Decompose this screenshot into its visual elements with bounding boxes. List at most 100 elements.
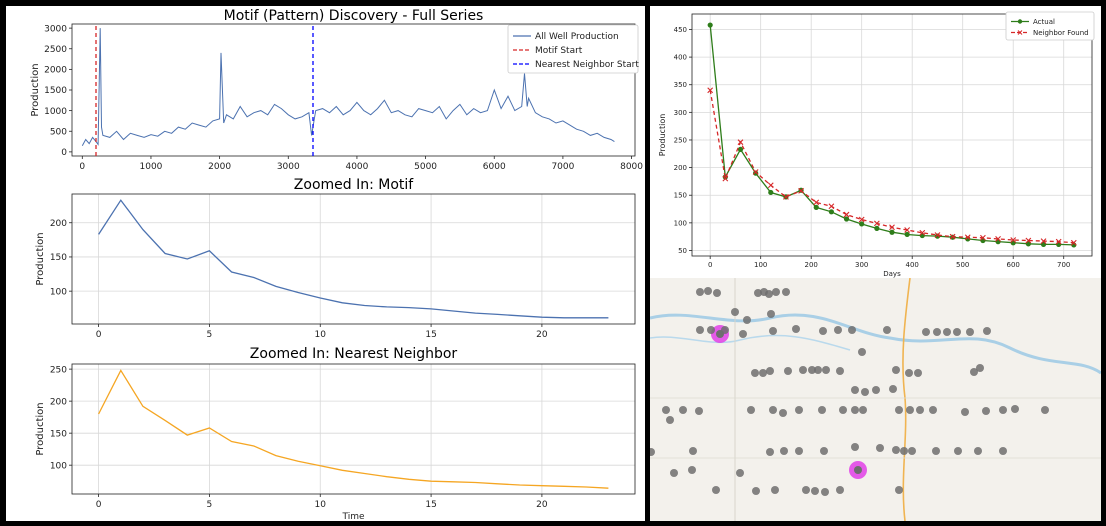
well-marker — [779, 409, 787, 417]
well-marker — [916, 406, 924, 414]
x-tick-label: 7000 — [551, 162, 574, 172]
y-tick-label: 100 — [50, 287, 67, 297]
data-point — [843, 216, 850, 222]
x-tick-label: 500 — [956, 261, 969, 269]
y-tick-label: 250 — [50, 365, 67, 375]
well-marker — [1041, 406, 1049, 414]
well-map[interactable] — [650, 278, 1101, 521]
well-marker — [953, 328, 961, 336]
well-marker — [836, 367, 844, 375]
well-marker — [811, 487, 819, 495]
data-point — [889, 224, 895, 231]
x-tick-label: 400 — [906, 261, 919, 269]
legend-label: All Well Production — [535, 32, 619, 42]
x-tick-label: 2000 — [208, 162, 231, 172]
well-marker — [771, 486, 779, 494]
legend-label: Nearest Neighbor Start — [535, 60, 639, 70]
well-marker — [908, 447, 916, 455]
well-marker — [662, 406, 670, 414]
data-point — [904, 227, 911, 233]
data-point — [737, 139, 744, 146]
x-tick-label: 200 — [805, 261, 818, 269]
well-marker — [822, 366, 830, 374]
well-marker — [784, 367, 792, 375]
data-point — [722, 175, 729, 182]
well-marker — [707, 326, 715, 334]
neighbor-zoom-chart: 0 5 10 15 20 100 150 200 250 Zoomed In: Nearest N… — [35, 346, 636, 521]
x-tick-label: 15 — [425, 330, 436, 340]
data-point — [843, 211, 850, 218]
data-point — [752, 169, 759, 175]
well-marker — [943, 328, 951, 336]
well-marker — [906, 406, 914, 414]
x-tick-label: 700 — [1057, 261, 1070, 269]
well-marker — [839, 406, 847, 414]
well-marker — [689, 447, 697, 455]
data-point — [964, 234, 971, 241]
x-tick-label: 3000 — [277, 162, 300, 172]
highlighted-well-center — [854, 466, 862, 474]
plot-frame — [71, 193, 636, 325]
x-tick-label: 5 — [207, 330, 213, 340]
data-point — [934, 232, 941, 238]
y-axis-label: Production — [30, 63, 41, 116]
well-marker — [743, 316, 751, 324]
well-marker — [889, 385, 897, 393]
well-marker — [808, 366, 816, 374]
well-marker — [982, 407, 990, 415]
well-marker — [696, 288, 704, 296]
y-tick-label: 2000 — [44, 66, 67, 76]
y-tick-label: 150 — [50, 253, 67, 263]
data-point — [980, 237, 986, 244]
series-line — [98, 199, 609, 319]
well-marker — [848, 326, 856, 334]
well-marker — [914, 369, 922, 377]
well-marker — [851, 386, 859, 394]
chart-title: Zoomed In: Motif — [294, 177, 415, 193]
y-tick-label: 150 — [674, 192, 687, 200]
well-marker — [929, 406, 937, 414]
data-point — [813, 204, 819, 210]
legend-label: Actual — [1033, 18, 1055, 26]
well-marker — [859, 406, 867, 414]
x-axis-label: Time — [341, 512, 364, 521]
y-tick-label: 100 — [674, 219, 687, 227]
x-tick-label: 5 — [207, 500, 213, 510]
well-marker — [679, 406, 687, 414]
well-marker — [872, 386, 880, 394]
well-marker — [754, 289, 762, 297]
actual-vs-neighbor-chart-panel: 0 100 200 300 400 500 600 700 50 100 150 200 250 300 3… — [650, 6, 1101, 278]
data-point — [889, 229, 895, 235]
full-series-chart-panel: 0 1000 2000 3000 4000 5000 6000 7000 8000 0 500 100… — [6, 6, 645, 180]
y-tick-label: 100 — [50, 461, 67, 471]
x-tick-label: 300 — [855, 261, 868, 269]
y-axis-label: Production — [658, 114, 667, 157]
data-point — [995, 235, 1001, 242]
y-tick-label: 2500 — [44, 45, 67, 55]
well-marker — [766, 367, 774, 375]
y-tick-label: 200 — [50, 219, 67, 229]
well-marker — [695, 407, 703, 415]
data-point — [798, 187, 804, 194]
y-tick-label: 500 — [50, 127, 67, 137]
well-marker — [922, 328, 930, 336]
well-marker — [892, 446, 900, 454]
legend-label: Neighbor Found — [1033, 29, 1089, 37]
well-marker — [900, 447, 908, 455]
well-marker — [819, 327, 827, 335]
y-tick-label: 150 — [50, 429, 67, 439]
map-background — [650, 278, 1101, 521]
data-point — [1025, 237, 1032, 244]
x-tick-label: 100 — [754, 261, 767, 269]
x-tick-label: 10 — [315, 500, 327, 510]
x-tick-label: 8000 — [620, 162, 643, 172]
legend-label: Motif Start — [535, 46, 583, 56]
well-marker — [747, 406, 755, 414]
y-tick-label: 400 — [674, 54, 687, 62]
well-marker — [954, 447, 962, 455]
well-map-panel[interactable] — [650, 278, 1101, 521]
x-tick-label: 0 — [96, 500, 102, 510]
data-point — [1010, 237, 1017, 243]
well-marker — [799, 366, 807, 374]
well-marker — [974, 447, 982, 455]
